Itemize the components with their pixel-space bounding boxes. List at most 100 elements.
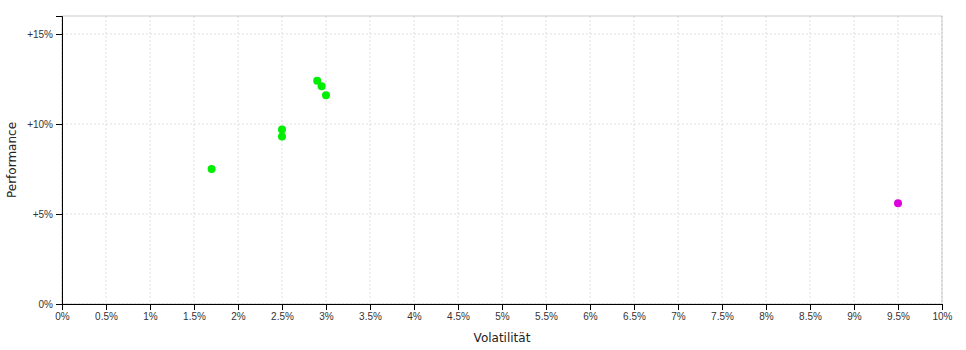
y-tick-label: 0%	[39, 299, 54, 310]
grid-line-x	[194, 16, 195, 304]
y-tick-mark	[56, 34, 62, 35]
x-tick: 10%	[932, 304, 952, 322]
grid-line-x	[766, 16, 767, 304]
x-tick-label: 2.5%	[271, 311, 294, 322]
x-tick-label: 6.5%	[623, 311, 646, 322]
x-tick: 3.5%	[359, 304, 382, 322]
point	[322, 91, 330, 99]
grid-line-x	[282, 16, 283, 304]
x-tick: 7.5%	[711, 304, 734, 322]
plot: 0% 0.5% 1% 1.5% 2% 2.5% 3% 3.5% 4% 4.5% 5% 5.5% 6% 6.…	[27, 16, 952, 322]
x-tick-label: 0.5%	[95, 311, 118, 322]
x-tick-mark	[854, 304, 855, 310]
x-tick: 1.5%	[183, 304, 206, 322]
grid-line-y	[62, 34, 942, 35]
x-tick-label: 6%	[583, 311, 598, 322]
x-tick-label: 4.5%	[447, 311, 470, 322]
x-tick-label: 7%	[671, 311, 686, 322]
x-tick-mark	[458, 304, 459, 310]
y-tick-mark	[56, 124, 62, 125]
x-tick-mark	[810, 304, 811, 310]
x-tick-mark	[370, 304, 371, 310]
x-tick-label: 9.5%	[887, 311, 910, 322]
grid-line-x	[810, 16, 811, 304]
x-tick: 9.5%	[887, 304, 910, 322]
grid-line-x	[634, 16, 635, 304]
x-tick-mark	[414, 304, 415, 310]
x-tick: 4%	[407, 304, 422, 322]
x-tick: 6.5%	[623, 304, 646, 322]
x-tick-label: 4%	[407, 311, 422, 322]
grid-line-x	[502, 16, 503, 304]
point	[278, 125, 286, 133]
x-tick-mark	[722, 304, 723, 310]
y-axis: 0%+5%+10%+15%	[27, 17, 62, 310]
y-tick-label: +5%	[33, 209, 53, 220]
x-tick-label: 3%	[319, 311, 334, 322]
x-tick: 4.5%	[447, 304, 470, 322]
grid-line-y	[62, 124, 942, 125]
y-tick-label: +15%	[27, 29, 53, 40]
x-tick-label: 0%	[55, 311, 70, 322]
x-tick: 5.5%	[535, 304, 558, 322]
grid-line-x	[106, 16, 107, 304]
x-tick: 8.5%	[799, 304, 822, 322]
x-tick: 3%	[319, 304, 334, 322]
x-tick-mark	[590, 304, 591, 310]
x-tick: 9%	[847, 304, 862, 322]
y-axis-title: Performance	[5, 122, 19, 198]
x-tick-label: 1.5%	[183, 311, 206, 322]
y-tick: +15%	[27, 29, 62, 40]
point	[278, 133, 286, 141]
x-tick-label: 2%	[231, 311, 246, 322]
grid-line-x	[150, 16, 151, 304]
point	[318, 82, 326, 90]
x-tick-label: 1%	[143, 311, 158, 322]
x-tick-mark	[282, 304, 283, 310]
grid-line-y	[62, 214, 942, 215]
chart: 0% 0.5% 1% 1.5% 2% 2.5% 3% 3.5% 4% 4.5% 5% 5.5% 6% 6.…	[0, 0, 966, 350]
marks	[208, 77, 902, 207]
x-tick-label: 9%	[847, 311, 862, 322]
x-tick-label: 3.5%	[359, 311, 382, 322]
x-tick-mark	[546, 304, 547, 310]
series	[208, 77, 330, 173]
y-tick-mark	[56, 304, 62, 305]
x-tick-mark	[326, 304, 327, 310]
x-tick-mark	[150, 304, 151, 310]
x-tick-mark	[766, 304, 767, 310]
x-tick-mark	[634, 304, 635, 310]
grid-line-x	[370, 16, 371, 304]
grid-line-x	[458, 16, 459, 304]
grid-line-x	[722, 16, 723, 304]
x-tick-mark	[194, 304, 195, 310]
point	[208, 165, 216, 173]
x-tick-label: 8.5%	[799, 311, 822, 322]
x-tick-label: 5.5%	[535, 311, 558, 322]
x-tick-mark	[678, 304, 679, 310]
series	[894, 199, 902, 207]
x-tick-label: 10%	[932, 311, 952, 322]
grid-line-x	[590, 16, 591, 304]
x-tick: 0.5%	[95, 304, 118, 322]
x-tick: 0%	[55, 304, 70, 322]
x-axis-line	[63, 305, 943, 311]
grid-line-x	[546, 16, 547, 304]
point	[894, 199, 902, 207]
grid	[62, 16, 942, 304]
grid-line-x	[898, 16, 899, 304]
x-tick-label: 5%	[495, 311, 510, 322]
grid-line-x	[854, 16, 855, 304]
x-tick: 1%	[143, 304, 158, 322]
y-tick: +5%	[33, 209, 62, 220]
y-tick: 0%	[39, 299, 62, 310]
x-tick-mark	[106, 304, 107, 310]
grid-line-x	[326, 16, 327, 304]
grid-line-x	[414, 16, 415, 304]
plot-frame	[62, 16, 942, 304]
x-axis: 0% 0.5% 1% 1.5% 2% 2.5% 3% 3.5% 4% 4.5% 5% 5.5% 6% 6.…	[55, 304, 952, 322]
x-tick-mark	[238, 304, 239, 310]
x-tick-mark	[502, 304, 503, 310]
y-tick-mark	[56, 214, 62, 215]
x-tick-label: 8%	[759, 311, 774, 322]
